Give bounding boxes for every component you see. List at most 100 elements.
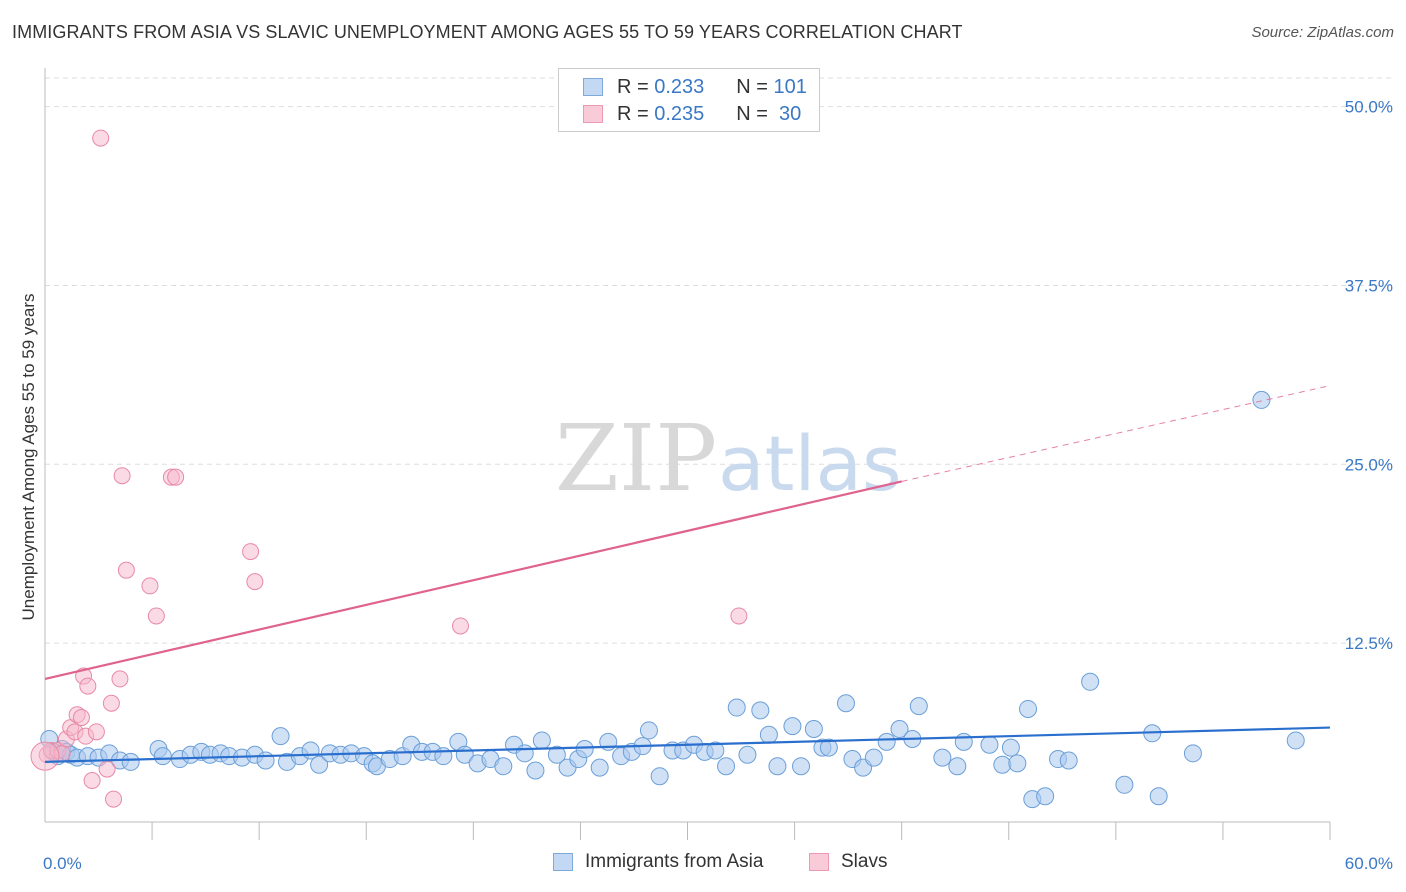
asia-point [954, 732, 973, 751]
slavs-trendline-extension [901, 385, 1331, 482]
y-axis-label: Unemployment Among Ages 55 to 59 years [19, 294, 38, 621]
legend-r-value: 0.233 [654, 75, 705, 98]
bottom-legend-swatch-slavs [809, 853, 829, 871]
slavs-point [167, 468, 185, 486]
slavs-point [98, 760, 116, 778]
slavs-point [141, 577, 159, 595]
asia-point [783, 717, 802, 736]
asia-point [980, 735, 999, 754]
asia-point [1081, 672, 1100, 691]
slavs-point [79, 677, 97, 695]
bottom-legend-label-slavs: Slavs [841, 851, 888, 872]
asia-point [727, 698, 746, 717]
slavs-point [111, 670, 129, 688]
asia-point [1059, 751, 1078, 770]
asia-point [933, 748, 952, 767]
asia-point [836, 694, 855, 713]
watermark-zip: ZIP [555, 405, 717, 512]
asia-point [948, 757, 967, 776]
asia-point [515, 744, 534, 763]
legend-r-label: R = [617, 75, 655, 98]
asia-point [864, 748, 883, 767]
asia-point [310, 755, 329, 774]
axis-layer: 12.5% 25.0% 37.5% 50.0% 0.0% 60.0% [43, 68, 1393, 873]
bottom-legend-swatch-asia [553, 853, 573, 871]
asia-point [819, 738, 838, 757]
watermark-atlas: atlas [718, 419, 902, 508]
asia-point [526, 761, 545, 780]
y-tick-label: 50.0% [1345, 98, 1393, 117]
slavs-point [730, 607, 748, 625]
asia-point [993, 755, 1012, 774]
asia-point [890, 720, 909, 738]
legend-r-label: R = [617, 102, 655, 125]
x-tick-label: 60.0% [1345, 854, 1393, 873]
asia-point [909, 697, 928, 716]
asia-point [1286, 731, 1305, 750]
y-tick-label: 25.0% [1345, 455, 1393, 474]
slavs-point [147, 607, 165, 625]
asia-point [1183, 744, 1202, 763]
asia-point [639, 721, 658, 740]
correlation-legend: R = 0.233 N = 101 R = 0.235 N = 30 [558, 68, 820, 132]
asia-point [575, 740, 594, 759]
bottom-legend-slavs: Slavs [809, 851, 887, 873]
asia-point [751, 701, 770, 720]
watermark: ZIP atlas [555, 405, 902, 512]
asia-point [717, 757, 736, 776]
legend-n-value: 101 [773, 75, 807, 98]
chart-title: IMMIGRANTS FROM ASIA VS SLAVIC UNEMPLOYM… [12, 22, 963, 42]
slavs-point [113, 467, 131, 485]
legend-row-asia: R = 0.233 N = 101 [583, 74, 807, 100]
bottom-legend-asia: Immigrants from Asia [553, 851, 763, 873]
asia-point [804, 720, 823, 738]
slavs-point [117, 561, 135, 579]
bottom-legend-label-asia: Immigrants from Asia [585, 851, 764, 872]
points-layer [30, 129, 1305, 809]
slavs-point [451, 617, 469, 635]
asia-point [1001, 738, 1020, 757]
asia-point [590, 758, 609, 777]
slavs-point [246, 573, 264, 591]
chart-source: Source: ZipAtlas.com [1251, 24, 1394, 41]
slavs-point [92, 129, 110, 147]
asia-point [1115, 775, 1134, 794]
legend-r-value: 0.235 [654, 102, 705, 125]
slavs-point [72, 709, 90, 727]
slavs-point [102, 694, 120, 712]
asia-trendline [44, 726, 1331, 764]
trend-layer [44, 385, 1331, 764]
asia-point [271, 727, 290, 746]
y-tick-label: 12.5% [1345, 634, 1393, 653]
asia-point [547, 745, 566, 764]
asia-point [532, 731, 551, 750]
asia-point [494, 757, 513, 776]
asia-point [1036, 787, 1055, 806]
slavs-point [242, 543, 260, 561]
legend-row-slavs: R = 0.235 N = 30 [583, 101, 801, 127]
slavs-point [30, 741, 60, 771]
asia-point [768, 757, 787, 776]
asia-point [759, 725, 778, 744]
slavs-point [105, 790, 123, 808]
slavs-point [83, 772, 101, 790]
legend-n-value: 30 [773, 102, 802, 125]
legend-swatch-slavs [583, 105, 603, 123]
asia-point [153, 747, 172, 766]
asia-point [1149, 787, 1168, 806]
x-tick-label: 0.0% [43, 854, 82, 873]
legend-swatch-asia [583, 78, 603, 96]
asia-point [650, 767, 669, 786]
asia-point [121, 752, 140, 771]
asia-point [792, 757, 811, 776]
asia-point [1008, 754, 1027, 773]
legend-n-label: N = [736, 75, 774, 98]
slavs-trendline [44, 480, 902, 680]
slavs-point [87, 723, 105, 741]
legend-n-label: N = [736, 102, 774, 125]
asia-point [738, 745, 757, 764]
asia-point [706, 741, 725, 760]
asia-point [256, 751, 275, 770]
asia-point [1252, 390, 1271, 409]
